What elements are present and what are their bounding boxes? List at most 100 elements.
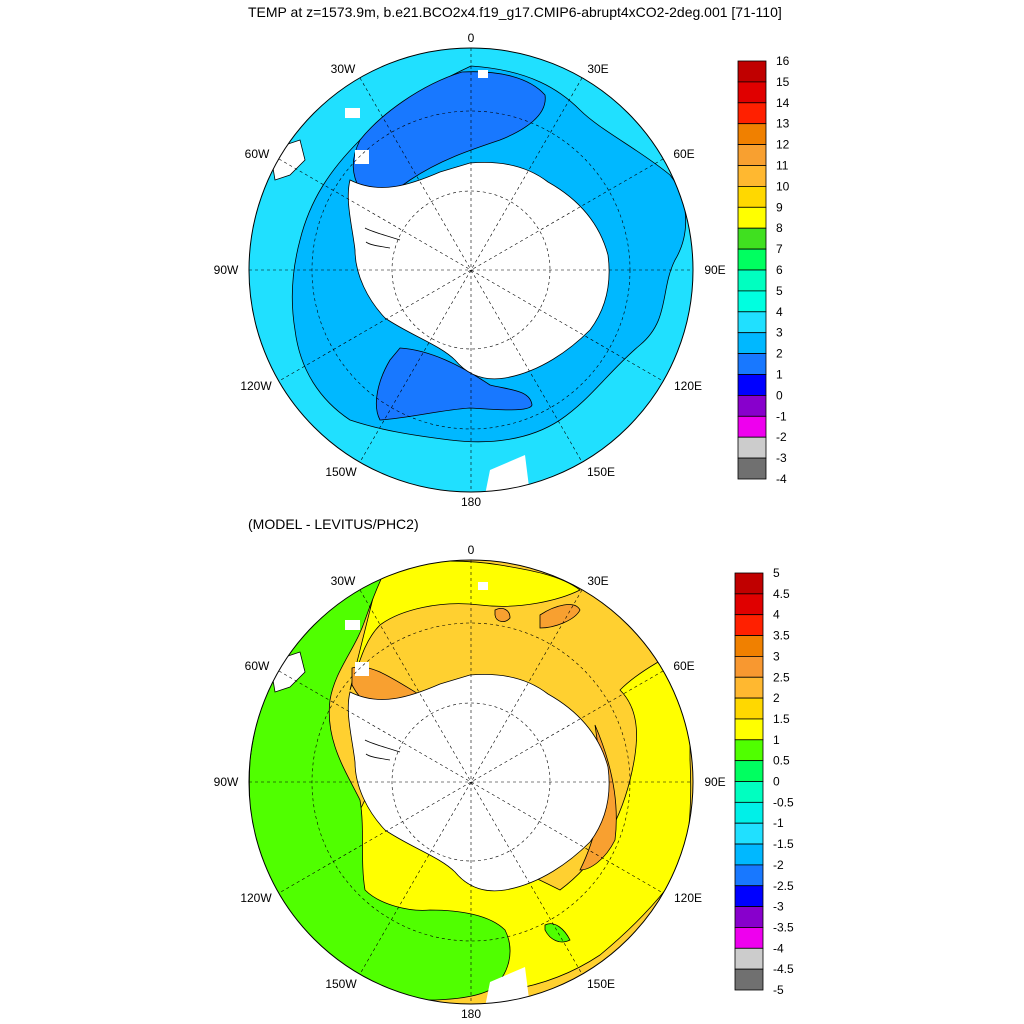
colorbar-swatch <box>734 593 764 616</box>
top-polar-map: 0 30E 60E 90E 120E 150E 180 150W 120W 90… <box>214 31 726 509</box>
colorbar-bottom: 5 4.5 4 3.5 3 2.5 2 1.5 1 0.5 0 -0.5 -1 -1.5 -2 -2.5 -3 -… <box>734 566 794 997</box>
colorbar-swatch <box>737 290 767 313</box>
colorbar-label: 1 <box>773 733 780 747</box>
colorbar-label: -2 <box>773 858 784 872</box>
colorbar-label: 1.5 <box>773 712 790 726</box>
colorbar-label: -3.5 <box>773 920 794 934</box>
lon-label-120e-bottom: 120E <box>674 891 702 905</box>
colorbar-label: -1 <box>776 409 787 423</box>
colorbar-swatch <box>734 822 764 845</box>
colorbar-label: -2 <box>776 430 787 444</box>
top-antarctica <box>347 162 610 380</box>
colorbar-label: 8 <box>776 221 783 235</box>
lon-label-60w-top: 60W <box>245 147 270 161</box>
colorbar-swatch <box>737 165 767 187</box>
colorbar-swatch <box>737 206 767 229</box>
colorbar-swatch <box>737 311 767 334</box>
plot-title-bottom: (MODEL - LEVITUS/PHC2) <box>248 516 419 532</box>
bottom-land-patch <box>355 662 369 676</box>
colorbar-label: 2.5 <box>773 670 790 684</box>
lon-label-90e-top: 90E <box>704 263 725 277</box>
top-land-patch <box>355 150 369 164</box>
colorbar-swatch <box>734 760 764 782</box>
colorbar-swatch <box>734 906 764 928</box>
lon-label-60w-bottom: 60W <box>245 659 270 673</box>
colorbar-swatch <box>737 185 767 208</box>
bottom-graticule <box>249 560 693 1004</box>
colorbar-swatch <box>734 864 764 887</box>
colorbar-swatch <box>737 144 767 166</box>
lon-label-90w-top: 90W <box>214 263 239 277</box>
top-graticule <box>249 48 693 492</box>
lon-label-90e-bottom: 90E <box>704 775 725 789</box>
colorbar-label: -4.5 <box>773 962 794 976</box>
colorbar-label: -4 <box>773 941 784 955</box>
colorbar-label: 14 <box>776 96 790 110</box>
colorbar-swatch <box>737 415 767 438</box>
colorbar-label: 16 <box>776 54 790 68</box>
colorbar-label: 5 <box>773 566 780 580</box>
bottom-field-orange-4 <box>494 608 511 622</box>
bottom-antarctica <box>347 674 610 892</box>
lon-label-30e-top: 30E <box>587 62 608 76</box>
colorbar-label: 0 <box>776 388 783 402</box>
bottom-green-blob <box>544 923 571 943</box>
lon-label-120e-top: 120E <box>674 379 702 393</box>
colorbar-label: -0.5 <box>773 795 794 809</box>
colorbar-swatch <box>737 123 767 145</box>
top-map-border <box>248 47 694 493</box>
bottom-map-border <box>248 559 694 1005</box>
colorbar-label: -1 <box>773 816 784 830</box>
colorbar-label: 3.5 <box>773 629 790 643</box>
lon-label-120w-top: 120W <box>240 379 272 393</box>
bottom-land-patch <box>345 620 360 630</box>
colorbar-swatch <box>737 81 767 104</box>
lon-label-30e-bottom: 30E <box>587 574 608 588</box>
lon-label-150e-top: 150E <box>587 465 615 479</box>
colorbar-label: 6 <box>776 263 783 277</box>
bottom-polar-map: 0 30E 60E 90E 120E 150E 180 150W 120W 90… <box>214 543 726 1021</box>
colorbar-swatch <box>734 572 764 595</box>
top-field-cold-atlantic <box>352 71 546 196</box>
top-land-nz <box>485 455 530 492</box>
colorbar-swatch <box>734 885 764 908</box>
colorbar-swatch <box>737 353 767 375</box>
lon-label-120w-bottom: 120W <box>240 891 272 905</box>
colorbar-swatch <box>737 269 767 292</box>
colorbar-swatch <box>737 332 767 355</box>
colorbar-swatch <box>734 947 764 970</box>
colorbar-label: 13 <box>776 117 790 131</box>
colorbar-swatch <box>734 843 764 866</box>
colorbar-label: 4 <box>773 608 780 622</box>
colorbar-swatch <box>737 457 767 480</box>
bottom-peninsula <box>364 739 401 761</box>
colorbar-label: 9 <box>776 200 783 214</box>
lon-label-0-top: 0 <box>468 31 475 45</box>
colorbar-label: 11 <box>776 159 789 173</box>
colorbar-label: 0 <box>773 775 780 789</box>
bottom-land-patch <box>478 582 488 590</box>
colorbar-label: 2 <box>773 691 780 705</box>
colorbar-swatch <box>737 248 767 271</box>
colorbar-label: 3 <box>773 649 780 663</box>
colorbar-label: 3 <box>776 326 783 340</box>
plot-title-top: TEMP at z=1573.9m, b.e21.BCO2x4.f19_g17.… <box>248 4 782 20</box>
colorbar-label: 4 <box>776 305 783 319</box>
colorbar-swatch <box>737 102 767 125</box>
colorbar-swatch <box>734 697 764 720</box>
lon-label-60e-top: 60E <box>673 147 694 161</box>
bottom-land-nz <box>485 967 530 1004</box>
colorbar-label: -3 <box>773 900 784 914</box>
colorbar-swatch <box>734 781 764 803</box>
lon-label-150w-top: 150W <box>325 465 357 479</box>
lon-label-180-top: 180 <box>461 495 481 509</box>
colorbar-label: 1 <box>776 368 783 382</box>
colorbar-swatch <box>734 656 764 678</box>
lon-label-30w-top: 30W <box>331 62 356 76</box>
colorbar-label: -1.5 <box>773 837 794 851</box>
colorbar-swatch <box>734 676 764 699</box>
lon-label-30w-bottom: 30W <box>331 574 356 588</box>
colorbar-swatch <box>737 227 767 250</box>
